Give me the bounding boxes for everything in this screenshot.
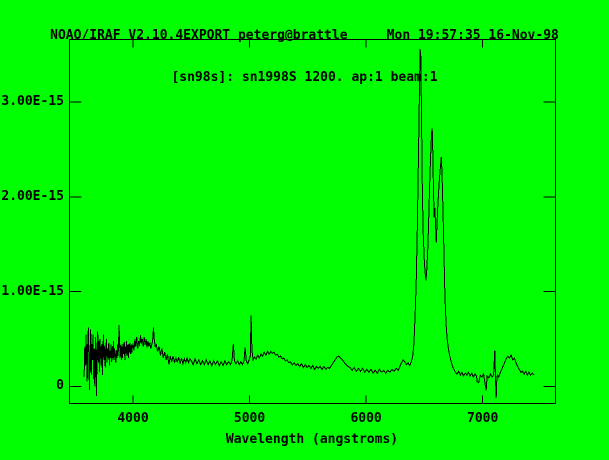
x-tick-label: 6000 (350, 411, 382, 426)
x-tick-label: 4000 (117, 411, 149, 426)
axes-box (69, 39, 556, 404)
y-tick-label: 3.00E-15 (1, 94, 64, 110)
y-tick-label: 2.00E-15 (1, 188, 64, 204)
x-tick-label: 7000 (467, 411, 499, 426)
plot-title-line: [sn98s]: sn1998S 1200. ap:1 beam:1 (171, 70, 438, 85)
x-axis-label: Wavelength (angstroms) (225, 432, 399, 447)
spectrum-polyline (83, 48, 535, 398)
y-tick-label: 1.00E-15 (1, 283, 64, 299)
x-tick-label: 5000 (233, 411, 266, 426)
y-tick-label: 0 (56, 378, 64, 394)
